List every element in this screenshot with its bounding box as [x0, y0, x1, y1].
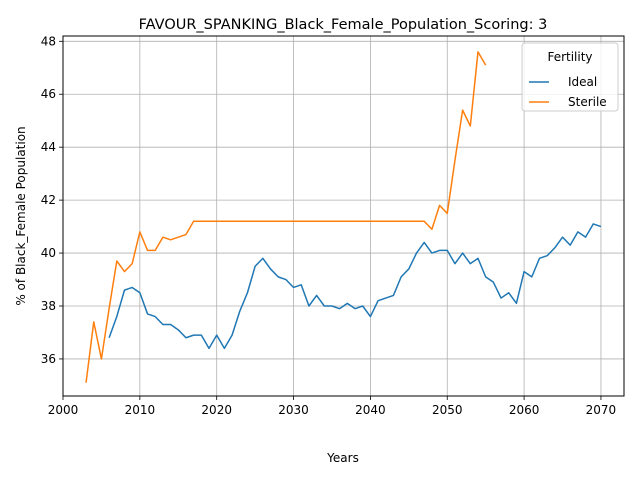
x-tick-label: 2070	[586, 403, 617, 417]
x-tick-label: 2040	[355, 403, 386, 417]
series-line-ideal	[108, 223, 602, 350]
y-tick-label: 40	[41, 246, 56, 260]
y-tick-label: 42	[41, 193, 56, 207]
legend: Fertility Ideal Sterile	[521, 42, 619, 112]
legend-box	[521, 42, 619, 112]
y-tick-label: 38	[41, 299, 56, 313]
x-tick-label: 2060	[509, 403, 540, 417]
y-tick-label: 46	[41, 87, 56, 101]
y-axis-label: % of Black_Female Population	[14, 126, 28, 305]
plot-frame	[62, 35, 625, 397]
x-axis-label: Years	[326, 451, 359, 465]
series-lines	[85, 51, 602, 383]
chart-title: FAVOUR_SPANKING_Black_Female_Population_…	[139, 17, 548, 33]
y-tick-label: 44	[41, 140, 56, 154]
x-tick-label: 2030	[278, 403, 309, 417]
x-axis: 2000 2010 2020 2030 2040 2050 2060 2070	[48, 396, 616, 417]
series-line-sterile	[85, 51, 487, 383]
legend-label-ideal: Ideal	[568, 75, 597, 89]
y-axis: 36 38 40 42 44 46 48	[41, 34, 63, 366]
x-tick-label: 2020	[201, 403, 232, 417]
legend-label-sterile: Sterile	[568, 95, 607, 109]
x-tick-label: 2000	[48, 403, 79, 417]
x-tick-label: 2010	[125, 403, 156, 417]
y-tick-label: 48	[41, 34, 56, 48]
x-tick-label: 2050	[432, 403, 463, 417]
legend-title: Fertility	[547, 50, 592, 64]
y-tick-label: 36	[41, 352, 56, 366]
